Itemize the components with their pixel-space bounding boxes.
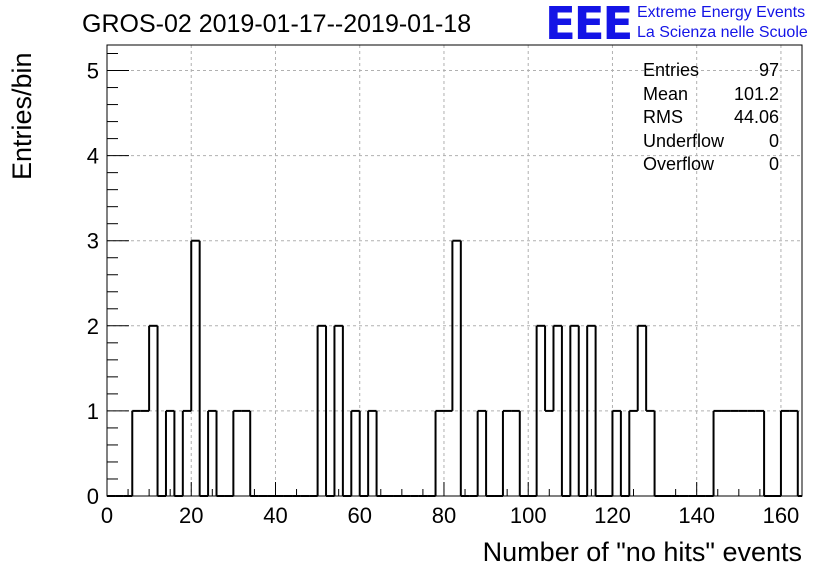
stats-label: Underflow — [643, 130, 725, 151]
stats-label: Mean — [643, 83, 689, 104]
y-tick-label: 3 — [87, 229, 99, 254]
stats-label: RMS — [643, 107, 683, 127]
x-tick-label: 140 — [678, 503, 715, 528]
y-tick-label: 0 — [87, 484, 99, 509]
y-tick-label: 5 — [87, 59, 99, 84]
x-tick-label: 20 — [179, 503, 203, 528]
stats-label: Overflow — [643, 154, 715, 174]
x-tick-label: 40 — [263, 503, 287, 528]
x-tick-label: 0 — [101, 503, 113, 528]
chart-title: GROS-02 2019-01-17--2019-01-18 — [82, 10, 472, 38]
stats-row-overflow: Overflow 0 — [643, 153, 779, 177]
stats-value: 97 — [758, 60, 779, 80]
stats-row-entries: Entries 97 — [643, 59, 779, 83]
y-tick-label: 1 — [87, 399, 99, 424]
logo-line-2: La Scienza nelle Scuole — [637, 24, 808, 41]
x-axis-label: Number of "no hits" events — [482, 537, 802, 567]
stats-value: 101.2 — [733, 83, 779, 104]
stats-row-underflow: Underflow 0 — [643, 130, 779, 154]
stats-value: 0 — [768, 154, 779, 174]
x-tick-label: 160 — [763, 503, 800, 528]
y-tick-label: 2 — [87, 314, 99, 339]
y-axis-label: Entries/bin — [7, 52, 37, 180]
x-tick-label: 120 — [594, 503, 631, 528]
plot-frame — [106, 44, 803, 497]
logo-line-1: Extreme Energy Events — [637, 4, 806, 21]
x-tick-label: 100 — [510, 503, 547, 528]
eee-logo: EEE — [545, 0, 633, 50]
stats-label: Entries — [643, 60, 700, 80]
y-tick-label: 4 — [87, 144, 99, 169]
stats-row-mean: Mean 101.2 — [643, 83, 779, 107]
stats-value: 44.06 — [733, 107, 779, 127]
x-tick-label: 60 — [347, 503, 371, 528]
stats-value: 0 — [768, 130, 779, 151]
x-tick-label: 80 — [432, 503, 456, 528]
stats-row-rms: RMS 44.06 — [643, 106, 779, 130]
stats-box: Entries 97 Mean 101.2 RMS 44.06 Underflo… — [643, 59, 779, 177]
